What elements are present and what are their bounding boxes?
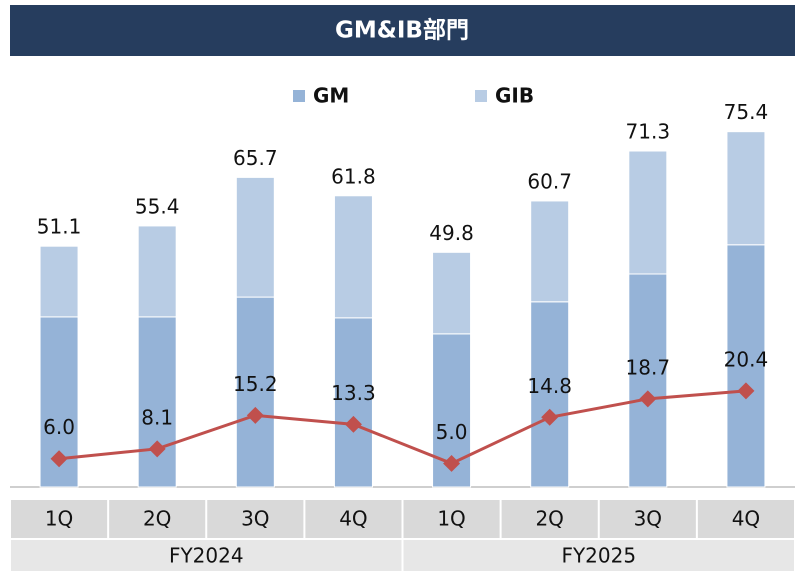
- category-cell: [305, 500, 402, 538]
- category-cell: [207, 500, 304, 538]
- line-marker: [246, 406, 264, 424]
- legend-swatch: [293, 90, 305, 102]
- x-tick-label: 4Q: [732, 507, 760, 531]
- data-label: 13.3: [331, 381, 376, 405]
- bar-segment: [628, 150, 668, 275]
- category-cell: [599, 500, 696, 538]
- bar-segment: [137, 225, 177, 318]
- total-label: 51.1: [37, 215, 82, 239]
- group-cell: [11, 540, 402, 571]
- total-label: 71.3: [626, 119, 671, 143]
- bar-segment: [333, 195, 373, 319]
- total-label: 65.7: [233, 146, 278, 170]
- bar-segment: [530, 200, 570, 303]
- line-marker: [148, 440, 166, 458]
- category-cell: [11, 500, 108, 538]
- data-label: 8.1: [141, 405, 173, 429]
- bar-segment: [39, 245, 79, 318]
- category-cell: [403, 500, 500, 538]
- line-marker: [639, 390, 657, 408]
- x-tick-label: 3Q: [634, 507, 662, 531]
- data-label: 6.0: [43, 415, 75, 439]
- title-bar: [10, 5, 795, 56]
- data-label: 5.0: [436, 420, 468, 444]
- x-tick-label: 1Q: [437, 507, 465, 531]
- data-label: 14.8: [527, 374, 572, 398]
- group-label: FY2025: [561, 544, 636, 568]
- chart-title: GM&IB部門: [335, 17, 469, 44]
- x-tick-label: 4Q: [339, 507, 367, 531]
- bar-segment: [726, 131, 766, 246]
- bar-segment: [235, 176, 275, 298]
- x-tick-label: 1Q: [45, 507, 73, 531]
- bar-segment: [726, 244, 766, 488]
- legend-label: GM: [313, 84, 349, 108]
- total-label: 49.8: [429, 221, 474, 245]
- bar-segment: [432, 251, 472, 335]
- line: [58, 389, 747, 466]
- total-label: 60.7: [527, 169, 572, 193]
- group-label: FY2024: [169, 544, 244, 568]
- line-marker: [541, 408, 559, 426]
- legend-swatch: [475, 90, 487, 102]
- category-cell: [697, 500, 794, 538]
- bar-segment: [235, 296, 275, 488]
- group-cell: [403, 540, 794, 571]
- line-marker: [344, 415, 362, 433]
- bar-segment: [137, 316, 177, 488]
- total-label: 61.8: [331, 164, 376, 188]
- data-label: 18.7: [626, 355, 671, 379]
- legend-label: GIB: [495, 84, 534, 108]
- x-tick-label: 2Q: [535, 507, 563, 531]
- bar-segment: [333, 317, 373, 488]
- x-tick-label: 2Q: [143, 507, 171, 531]
- total-label: 55.4: [135, 194, 180, 218]
- total-label: 75.4: [724, 100, 769, 124]
- category-cell: [109, 500, 206, 538]
- line-marker: [737, 382, 755, 400]
- data-label: 15.2: [233, 372, 278, 396]
- bar-segment: [530, 301, 570, 488]
- bar-segment: [628, 273, 668, 488]
- line-marker: [443, 454, 461, 472]
- x-tick-label: 3Q: [241, 507, 269, 531]
- data-label: 20.4: [724, 347, 769, 371]
- category-cell: [501, 500, 598, 538]
